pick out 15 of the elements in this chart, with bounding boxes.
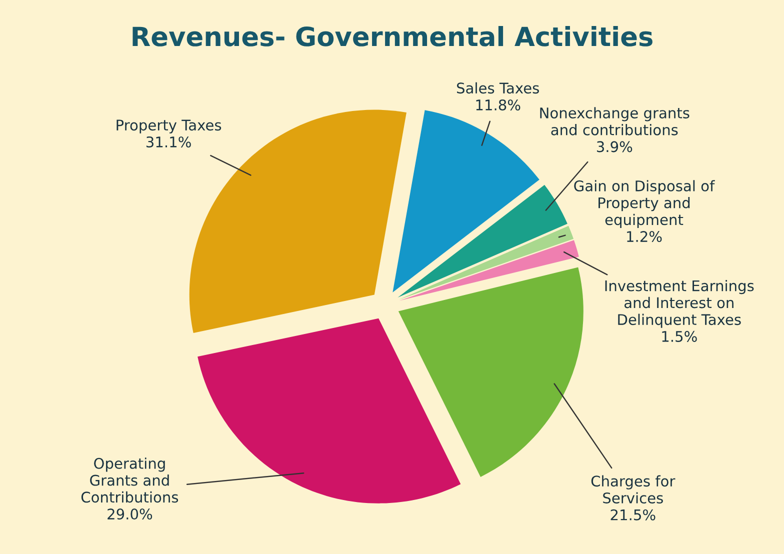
data-label: 1.2% <box>627 231 662 242</box>
slice-label: Charges for Services <box>591 475 676 504</box>
data-label: 11.8% <box>476 99 520 110</box>
chart-title: Revenues- Governmental Activities <box>132 26 652 46</box>
slice-label: Operating Grants and Contributions <box>81 458 178 503</box>
data-label: 29.0% <box>108 508 152 520</box>
data-label: 21.5% <box>610 509 656 520</box>
slice-label: Sales Taxes <box>456 82 539 94</box>
data-label: 1.5% <box>662 330 697 342</box>
data-label: 31.1% <box>146 136 191 148</box>
slice-label: Property Taxes <box>116 120 222 134</box>
slice-label: Nonexchange grants and contributions <box>540 107 690 136</box>
slice-label: Investment Earnings and Interest on Delinquent Taxes <box>605 280 754 328</box>
data-label: 3.9% <box>596 141 632 152</box>
slice-label: Gain on Disposal of Property and equipment <box>574 180 715 228</box>
